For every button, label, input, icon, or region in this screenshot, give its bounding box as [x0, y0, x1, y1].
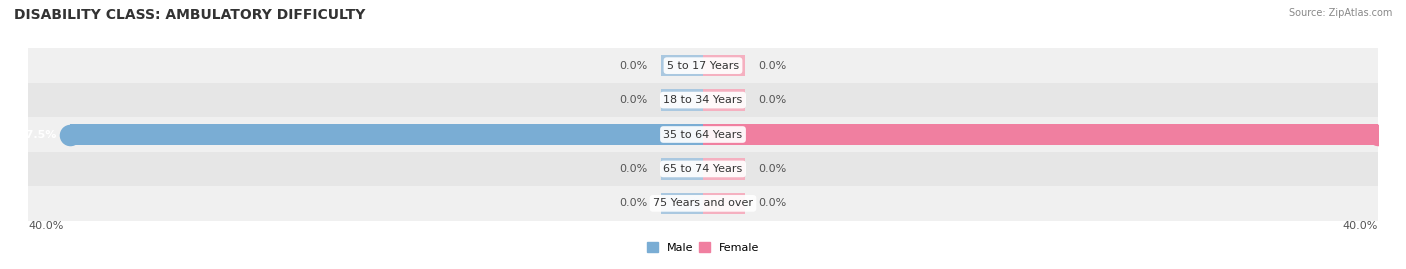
Text: 5 to 17 Years: 5 to 17 Years	[666, 61, 740, 71]
Bar	[28, 83, 1378, 117]
Text: 40.0%: 40.0%	[1392, 129, 1406, 140]
Bar	[703, 55, 745, 76]
Text: 65 to 74 Years: 65 to 74 Years	[664, 164, 742, 174]
Text: 37.5%: 37.5%	[18, 129, 56, 140]
Text: 0.0%: 0.0%	[619, 198, 647, 208]
Text: 40.0%: 40.0%	[1343, 221, 1378, 231]
Bar	[28, 48, 1378, 83]
Bar	[703, 124, 1378, 145]
Text: 0.0%: 0.0%	[619, 95, 647, 105]
Text: 0.0%: 0.0%	[759, 198, 787, 208]
Bar	[661, 193, 703, 214]
Text: 35 to 64 Years: 35 to 64 Years	[664, 129, 742, 140]
Text: 18 to 34 Years: 18 to 34 Years	[664, 95, 742, 105]
Bar	[703, 193, 745, 214]
Bar	[28, 152, 1378, 186]
Bar	[28, 186, 1378, 221]
Text: 0.0%: 0.0%	[759, 61, 787, 71]
Bar	[70, 124, 703, 145]
Text: Source: ZipAtlas.com: Source: ZipAtlas.com	[1288, 8, 1392, 18]
Bar	[661, 55, 703, 76]
Bar	[28, 117, 1378, 152]
Bar	[661, 158, 703, 180]
Text: 0.0%: 0.0%	[759, 164, 787, 174]
Legend: Male, Female: Male, Female	[647, 242, 759, 253]
Text: DISABILITY CLASS: AMBULATORY DIFFICULTY: DISABILITY CLASS: AMBULATORY DIFFICULTY	[14, 8, 366, 22]
Bar	[703, 89, 745, 111]
Text: 0.0%: 0.0%	[619, 164, 647, 174]
Bar	[661, 89, 703, 111]
Text: 0.0%: 0.0%	[619, 61, 647, 71]
Bar	[703, 158, 745, 180]
Text: 0.0%: 0.0%	[759, 95, 787, 105]
Text: 75 Years and over: 75 Years and over	[652, 198, 754, 208]
Text: 40.0%: 40.0%	[28, 221, 63, 231]
